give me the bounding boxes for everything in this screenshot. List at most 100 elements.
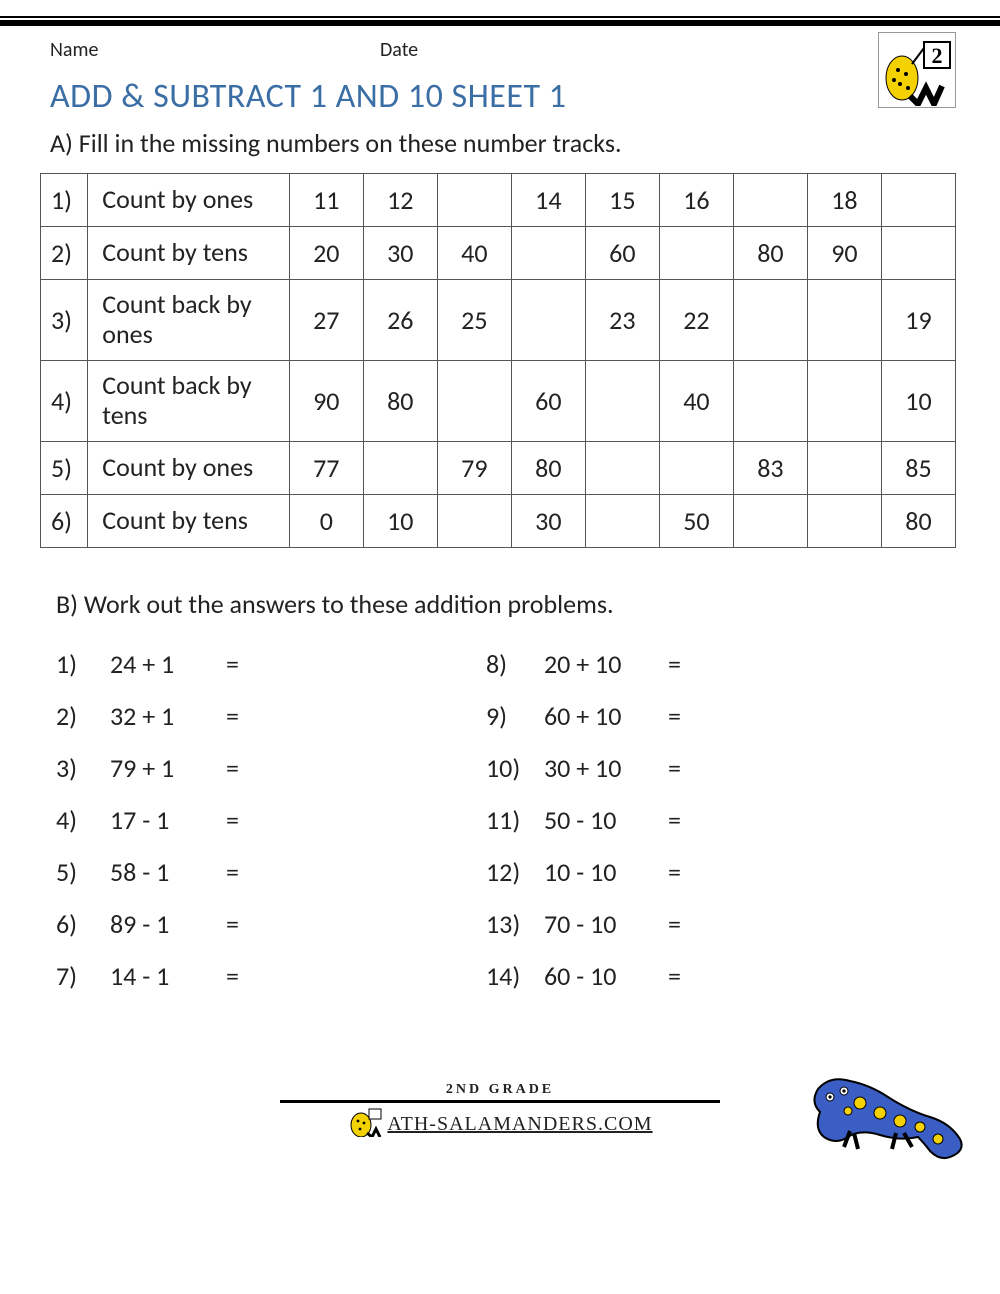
section-a-instruction: A) Fill in the missing numbers on these … [0, 123, 1000, 173]
track-cell: 60 [511, 360, 585, 441]
equals-sign: = [668, 856, 698, 888]
equals-sign: = [226, 856, 256, 888]
track-cell: 23 [585, 280, 659, 361]
track-cell: 18 [807, 174, 881, 227]
equals-sign: = [226, 648, 256, 680]
footer-brand-text: ATH-SALAMANDERS.COM [387, 1113, 652, 1136]
problem-number: 1) [56, 648, 110, 680]
track-cell [437, 360, 511, 441]
track-cell [511, 227, 585, 280]
track-cell [659, 227, 733, 280]
section-b-instruction: B) Work out the answers to these additio… [0, 548, 1000, 620]
problem-row: 6)89 - 1= [56, 898, 486, 950]
track-cell: 22 [659, 280, 733, 361]
problem-number: 4) [56, 804, 110, 836]
track-cell [585, 360, 659, 441]
equals-sign: = [668, 648, 698, 680]
track-cell [733, 174, 807, 227]
top-rule [0, 20, 1000, 26]
track-cell [437, 174, 511, 227]
track-cell: 40 [437, 227, 511, 280]
row-description: Count by ones [88, 441, 290, 494]
row-number: 3) [41, 280, 88, 361]
track-cell: 19 [881, 280, 955, 361]
problem-row: 5)58 - 1= [56, 846, 486, 898]
track-cell: 90 [289, 360, 363, 441]
track-cell: 12 [363, 174, 437, 227]
problem-number: 14) [486, 960, 544, 992]
problem-number: 9) [486, 700, 544, 732]
equals-sign: = [668, 752, 698, 784]
problem-number: 2) [56, 700, 110, 732]
track-cell: 15 [585, 174, 659, 227]
table-row: 4)Count back by tens9080604010 [41, 360, 956, 441]
problem-row: 2)32 + 1= [56, 690, 486, 742]
salamander-small-icon [347, 1107, 383, 1143]
table-row: 3)Count back by ones272625232219 [41, 280, 956, 361]
problem-number: 8) [486, 648, 544, 680]
track-cell [733, 360, 807, 441]
problem-row: 13)70 - 10= [486, 898, 956, 950]
track-cell: 11 [289, 174, 363, 227]
logo-number: 2 [932, 43, 943, 68]
problem-expression: 24 + 1 [110, 648, 226, 680]
problem-expression: 60 - 10 [544, 960, 668, 992]
row-description: Count back by tens [88, 360, 290, 441]
row-number: 1) [41, 174, 88, 227]
track-cell: 25 [437, 280, 511, 361]
footer-brand-block: 2ND GRADE ATH-SALAMANDERS.COM [280, 1082, 720, 1143]
track-cell [881, 227, 955, 280]
table-row: 5)Count by ones7779808385 [41, 441, 956, 494]
track-cell [585, 441, 659, 494]
track-cell: 26 [363, 280, 437, 361]
problem-number: 5) [56, 856, 110, 888]
equals-sign: = [668, 960, 698, 992]
row-description: Count by tens [88, 227, 290, 280]
table-row: 6)Count by tens010305080 [41, 494, 956, 547]
track-cell: 79 [437, 441, 511, 494]
row-description: Count by ones [88, 174, 290, 227]
grade-logo: 2 [878, 32, 956, 108]
row-number: 5) [41, 441, 88, 494]
row-description: Count by tens [88, 494, 290, 547]
track-cell: 80 [733, 227, 807, 280]
track-cell: 85 [881, 441, 955, 494]
problem-number: 11) [486, 804, 544, 836]
problem-expression: 89 - 1 [110, 908, 226, 940]
track-cell [881, 174, 955, 227]
problem-expression: 50 - 10 [544, 804, 668, 836]
row-number: 6) [41, 494, 88, 547]
track-cell: 60 [585, 227, 659, 280]
problem-row: 11)50 - 10= [486, 794, 956, 846]
track-cell [733, 280, 807, 361]
equals-sign: = [226, 908, 256, 940]
track-cell: 10 [881, 360, 955, 441]
equals-sign: = [668, 700, 698, 732]
track-cell: 77 [289, 441, 363, 494]
problem-row: 7)14 - 1= [56, 950, 486, 1002]
equals-sign: = [226, 700, 256, 732]
track-cell: 80 [511, 441, 585, 494]
equals-sign: = [668, 908, 698, 940]
track-cell: 30 [363, 227, 437, 280]
problem-number: 10) [486, 752, 544, 784]
track-cell: 16 [659, 174, 733, 227]
track-cell: 0 [289, 494, 363, 547]
problem-expression: 14 - 1 [110, 960, 226, 992]
problem-row: 12)10 - 10= [486, 846, 956, 898]
problem-expression: 10 - 10 [544, 856, 668, 888]
equals-sign: = [226, 804, 256, 836]
problems-right-column: 8)20 + 10=9)60 + 10=10)30 + 10=11)50 - 1… [486, 638, 956, 1002]
problem-row: 9)60 + 10= [486, 690, 956, 742]
track-cell: 80 [363, 360, 437, 441]
track-cell [807, 494, 881, 547]
problem-number: 6) [56, 908, 110, 940]
problem-row: 8)20 + 10= [486, 638, 956, 690]
problem-row: 14)60 - 10= [486, 950, 956, 1002]
page-title: ADD & SUBTRACT 1 AND 10 SHEET 1 [0, 62, 1000, 123]
problem-number: 7) [56, 960, 110, 992]
salamander-large-icon [800, 1067, 970, 1172]
track-cell: 90 [807, 227, 881, 280]
problems-left-column: 1)24 + 1=2)32 + 1=3)79 + 1=4)17 - 1=5)58… [56, 638, 486, 1002]
equals-sign: = [226, 752, 256, 784]
